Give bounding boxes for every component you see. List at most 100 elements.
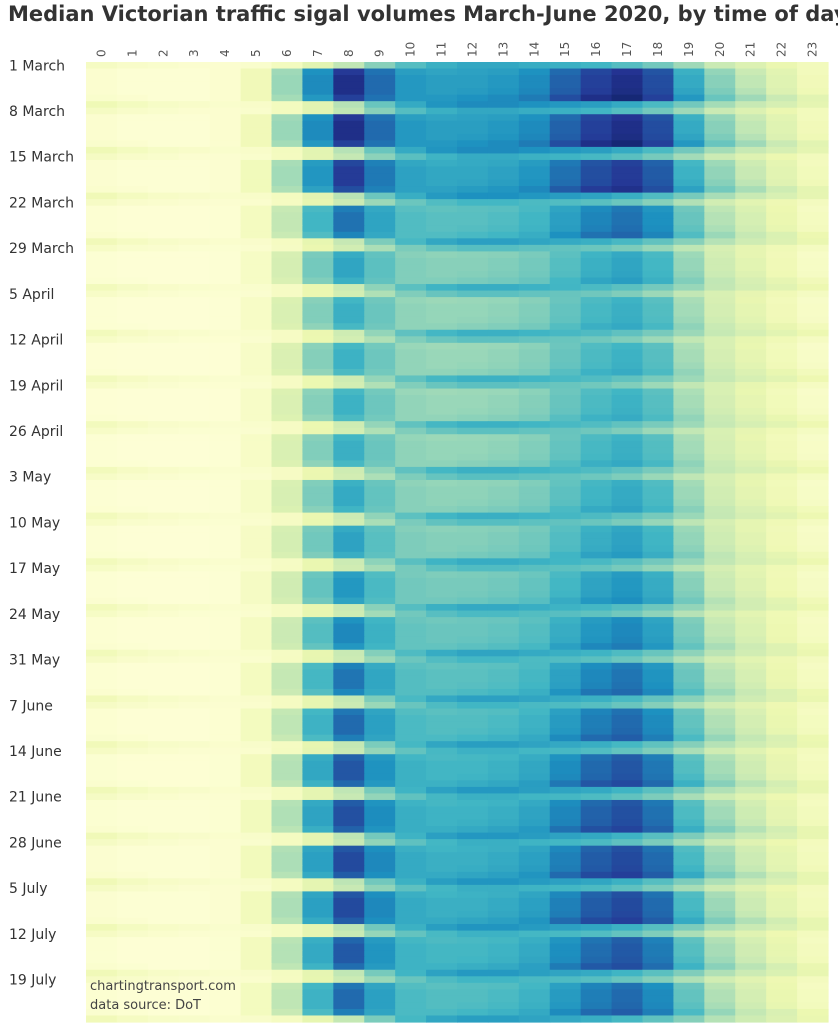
heatmap-cell: [271, 473, 304, 481]
heatmap-cell: [116, 558, 149, 566]
heatmap-cell: [178, 146, 211, 155]
heatmap-cell: [178, 636, 211, 644]
heatmap-cell: [611, 819, 644, 827]
heatmap-cell: [735, 819, 767, 827]
heatmap-cell: [766, 375, 798, 383]
heatmap-cell: [271, 937, 304, 945]
heatmap-cell: [86, 728, 118, 736]
heatmap-cell: [333, 597, 365, 605]
heatmap-cell: [704, 662, 736, 670]
heatmap-cell: [766, 623, 798, 631]
heatmap-cell: [147, 956, 180, 964]
heatmap-cell: [86, 434, 118, 442]
heatmap-cell: [735, 884, 767, 892]
heatmap-cell: [518, 310, 551, 318]
heatmap-cell: [395, 382, 427, 390]
heatmap-cell: [116, 662, 149, 670]
heatmap-cell: [611, 538, 644, 546]
heatmap-cell: [642, 453, 675, 461]
heatmap-cell: [611, 342, 644, 350]
heatmap-cell: [704, 512, 736, 520]
heatmap-cell: [518, 695, 551, 703]
heatmap-cell: [549, 930, 582, 938]
heatmap-cell: [580, 1002, 613, 1010]
heatmap-cell: [86, 140, 118, 148]
heatmap-cell: [673, 564, 705, 572]
heatmap-cell: [580, 290, 613, 298]
heatmap-cell: [611, 897, 644, 906]
heatmap-cell: [364, 199, 396, 207]
heatmap-cell: [333, 199, 365, 207]
heatmap-cell: [426, 604, 458, 612]
heatmap-cell: [580, 995, 613, 1004]
x-tick-label: 10: [404, 42, 418, 57]
heatmap-cell: [704, 747, 736, 755]
heatmap-cell: [333, 819, 365, 827]
heatmap-cell: [457, 525, 489, 533]
heatmap-cell: [735, 675, 767, 684]
heatmap-cell: [797, 786, 829, 795]
heatmap-cell: [147, 839, 180, 847]
heatmap-cell: [302, 179, 334, 187]
heatmap-cell: [518, 257, 551, 266]
heatmap-cell: [364, 368, 396, 377]
heatmap-cell: [735, 401, 767, 409]
heatmap-cell: [116, 231, 149, 239]
heatmap-cell: [580, 584, 613, 592]
heatmap-cell: [395, 329, 427, 337]
heatmap-cell: [766, 891, 798, 899]
heatmap-cell: [86, 871, 118, 879]
heatmap-cell: [302, 375, 334, 383]
heatmap-cell: [116, 871, 149, 879]
heatmap-cell: [147, 747, 180, 755]
heatmap-cell: [549, 316, 582, 324]
heatmap-cell: [395, 486, 427, 494]
heatmap-cell: [333, 140, 365, 148]
heatmap-cell: [302, 277, 334, 285]
heatmap-cell: [240, 767, 273, 775]
heatmap-cell: [147, 930, 180, 938]
heatmap-cell: [86, 1002, 118, 1010]
heatmap-cell: [673, 656, 705, 664]
heatmap-cell: [178, 140, 211, 148]
heatmap-cell: [735, 88, 767, 96]
heatmap-cell: [116, 793, 149, 801]
heatmap-cell: [271, 741, 304, 749]
heatmap-cell: [302, 662, 334, 670]
heatmap-cell: [364, 551, 396, 559]
heatmap-cell: [797, 493, 829, 501]
heatmap-cell: [735, 388, 767, 396]
heatmap-cell: [457, 832, 489, 840]
heatmap-cell: [271, 995, 304, 1004]
heatmap-cell: [86, 930, 118, 938]
heatmap-cell: [209, 499, 242, 507]
heatmap-cell: [302, 1015, 334, 1023]
heatmap-cell: [395, 479, 427, 488]
heatmap-cell: [766, 636, 798, 644]
heatmap-cell: [457, 94, 489, 102]
heatmap-cell: [673, 408, 705, 416]
heatmap-cell: [457, 845, 489, 853]
heatmap-cell: [549, 656, 582, 664]
heatmap-cell: [271, 447, 304, 455]
heatmap-cell: [704, 982, 736, 990]
heatmap-cell: [333, 186, 365, 194]
heatmap-cell: [395, 140, 427, 148]
heatmap-cell: [147, 199, 180, 207]
heatmap-cell: [240, 610, 273, 618]
heatmap-cell: [271, 414, 304, 422]
heatmap-cell: [642, 590, 675, 599]
heatmap-cell: [426, 120, 458, 128]
heatmap-cell: [271, 839, 304, 847]
heatmap-cell: [147, 414, 180, 422]
heatmap-cell: [271, 519, 304, 527]
heatmap-cell: [395, 982, 427, 990]
heatmap-cell: [735, 153, 767, 161]
heatmap-cell: [426, 924, 458, 932]
heatmap-cell: [333, 799, 365, 808]
heatmap-cell: [178, 826, 211, 834]
heatmap-cell: [302, 101, 334, 109]
heatmap-cell: [673, 368, 705, 377]
heatmap-cell: [302, 604, 334, 612]
heatmap-cell: [580, 127, 613, 135]
